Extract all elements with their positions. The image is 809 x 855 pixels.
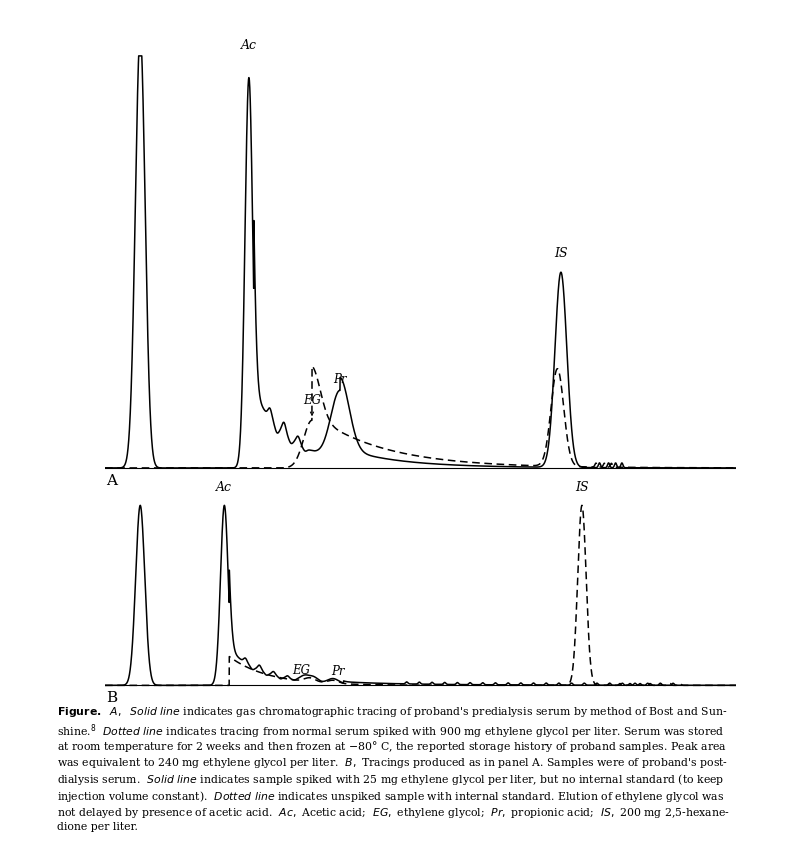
Text: dione per liter.: dione per liter. <box>57 823 138 833</box>
Text: Ac: Ac <box>241 38 257 51</box>
Text: A: A <box>107 475 117 488</box>
Text: $\mathbf{Figure.}$  $\it{A,}$  $\it{Solid\ line}$ indicates gas chromatographic : $\mathbf{Figure.}$ $\it{A,}$ $\it{Solid\… <box>57 705 727 719</box>
Text: IS: IS <box>575 481 589 493</box>
Text: Pr: Pr <box>333 373 347 386</box>
Text: injection volume constant).  $\it{Dotted\ line}$ indicates unspiked sample with : injection volume constant). $\it{Dotted\… <box>57 789 724 804</box>
Text: dialysis serum.  $\it{Solid\ line}$ indicates sample spiked with 25 mg ethylene : dialysis serum. $\it{Solid\ line}$ indic… <box>57 772 724 787</box>
Text: shine.$^8$  $\it{Dotted\ line}$ indicates tracing from normal serum spiked with : shine.$^8$ $\it{Dotted\ line}$ indicates… <box>57 722 724 740</box>
Text: was equivalent to 240 mg ethylene glycol per liter.  $\it{B,}$ Tracings produced: was equivalent to 240 mg ethylene glycol… <box>57 756 728 770</box>
Text: IS: IS <box>554 247 568 260</box>
Text: Pr: Pr <box>331 664 345 678</box>
Text: B: B <box>107 691 117 705</box>
Text: at room temperature for 2 weeks and then frozen at $-$80° C, the reported storag: at room temperature for 2 weeks and then… <box>57 739 726 754</box>
Text: not delayed by presence of acetic acid.  $\it{Ac,}$ Acetic acid;  $\it{EG,}$ eth: not delayed by presence of acetic acid. … <box>57 805 730 820</box>
Text: Ac: Ac <box>216 481 232 493</box>
Text: EG: EG <box>293 664 311 677</box>
Text: EG: EG <box>303 394 321 407</box>
